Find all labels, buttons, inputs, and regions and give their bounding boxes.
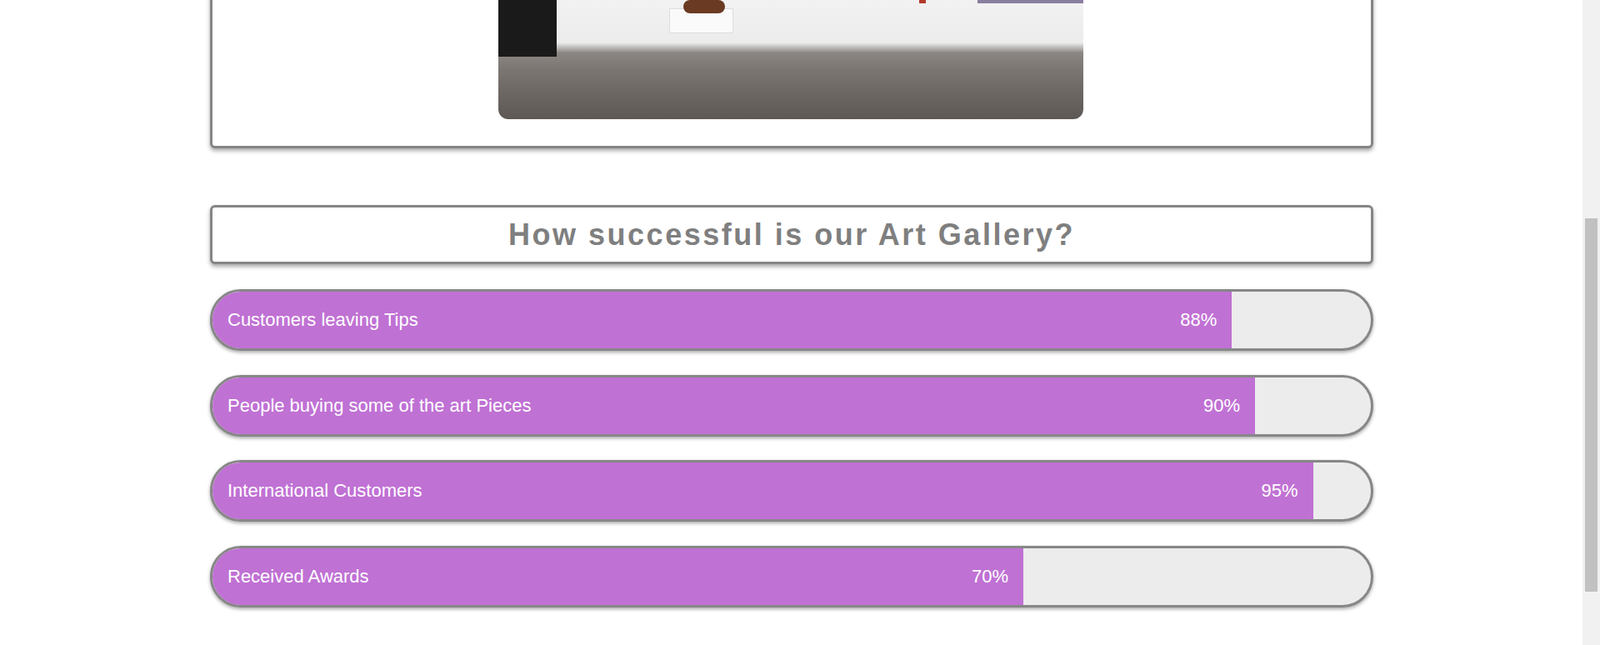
scrollbar-thumb: [1585, 218, 1598, 592]
photo-painting-edge: [919, 0, 926, 4]
data-label: 88%: [1180, 291, 1217, 349]
category-label: People buying some of the art Pieces: [227, 377, 531, 435]
title-box: How successful is our Art Gallery?: [210, 205, 1374, 265]
category-label: International Customers: [227, 462, 423, 520]
bar-track: Customers leaving Tips 88%: [210, 289, 1374, 351]
gallery-photo: [498, 0, 1084, 120]
photo-sculpture: [683, 0, 725, 14]
data-label: 90%: [1203, 377, 1240, 435]
bar-track: People buying some of the art Pieces 90%: [210, 375, 1374, 437]
photo-painting: [977, 0, 1084, 4]
bar-track: Received Awards 70%: [210, 545, 1374, 608]
chart-title: How successful is our Art Gallery?: [508, 217, 1075, 253]
data-label: 70%: [971, 548, 1009, 605]
bar-track: International Customers 95%: [210, 460, 1374, 522]
photo-wall-dark: [498, 0, 557, 57]
data-label: 95%: [1260, 462, 1298, 520]
category-label: Customers leaving Tips: [227, 291, 419, 349]
category-label: Received Awards: [227, 548, 370, 605]
